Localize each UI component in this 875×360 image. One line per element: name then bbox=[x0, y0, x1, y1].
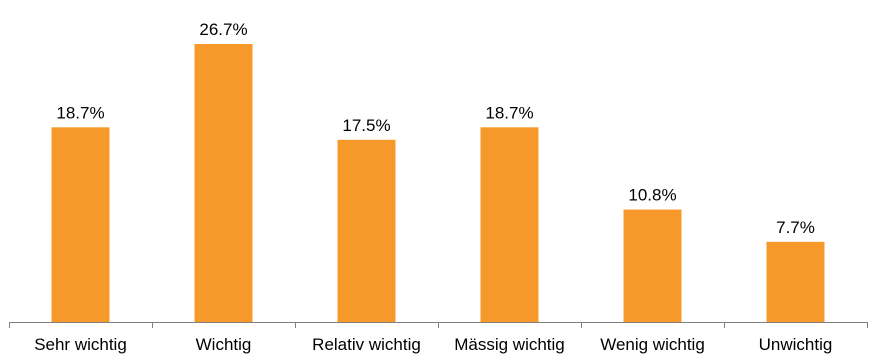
x-tick-label-2: Wichtig bbox=[196, 335, 252, 354]
x-tick-label-3: Relativ wichtig bbox=[312, 335, 421, 354]
bar-2 bbox=[194, 44, 253, 322]
bars-layer bbox=[51, 44, 825, 322]
bar-5 bbox=[623, 209, 682, 322]
data-label-6: 7.7% bbox=[776, 218, 815, 237]
data-label-1: 18.7% bbox=[56, 103, 104, 122]
bar-6 bbox=[766, 241, 825, 322]
bar-1 bbox=[51, 127, 110, 322]
x-tick-label-5: Wenig wichtig bbox=[600, 335, 705, 354]
bar-3 bbox=[337, 139, 396, 322]
bar-4 bbox=[480, 127, 539, 322]
data-label-3: 17.5% bbox=[342, 116, 390, 135]
data-label-5: 10.8% bbox=[628, 186, 676, 205]
data-label-4: 18.7% bbox=[485, 103, 533, 122]
x-tick-label-6: Unwichtig bbox=[759, 335, 833, 354]
data-label-2: 26.7% bbox=[199, 20, 247, 39]
x-axis bbox=[9, 322, 868, 328]
data-labels-layer: 18.7% 26.7% 17.5% 18.7% 10.8% 7.7% bbox=[56, 20, 814, 237]
x-tick-labels: Sehr wichtig Wichtig Relativ wichtig Mässig… bbox=[34, 335, 832, 354]
x-tick-label-1: Sehr wichtig bbox=[34, 335, 127, 354]
x-tick-label-4: Mässig wichtig bbox=[454, 335, 565, 354]
